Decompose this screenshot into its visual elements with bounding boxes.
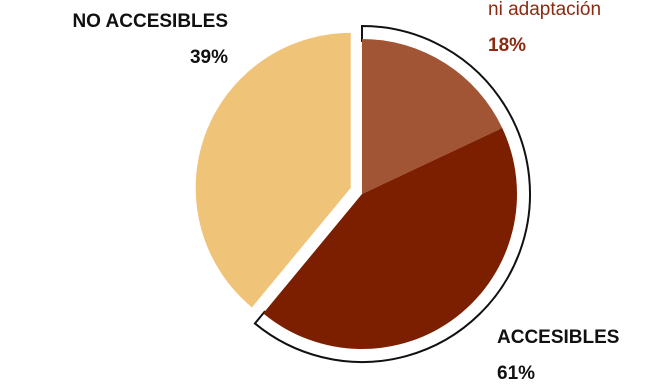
group-label: ACCESIBLES [497,327,619,348]
slice-label: ni adaptación [488,0,601,20]
pie-slice [195,32,351,308]
slice-value-label: 39% [190,47,228,68]
slice-value-label: 18% [488,35,526,56]
slice-label: NO ACCESIBLES [72,11,228,32]
group-value-label: 61% [497,363,535,384]
pie-slice [362,39,503,194]
pie-slice [263,128,518,350]
